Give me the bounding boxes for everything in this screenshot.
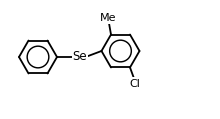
Text: Cl: Cl <box>129 79 140 89</box>
Text: Me: Me <box>100 13 117 23</box>
Text: Se: Se <box>73 50 87 64</box>
